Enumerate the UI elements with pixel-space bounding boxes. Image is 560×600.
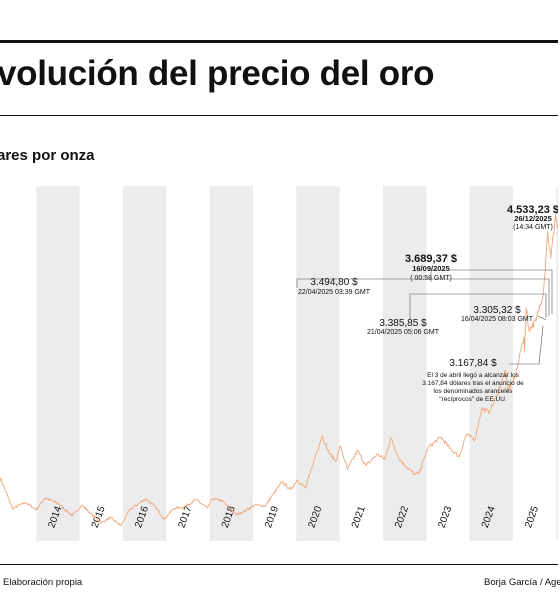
year-band — [36, 186, 80, 541]
year-band — [556, 186, 558, 541]
annotation-apr21-date: 21/04/2025 05:06 GMT — [367, 329, 440, 336]
annotation-max-time: (14:34 GMT) — [513, 224, 553, 231]
year-band — [122, 186, 167, 541]
chart-title: volución del precio del oro — [0, 54, 435, 93]
annotation-apr22-date: 22/04/2025 03:39 GMT — [298, 289, 371, 296]
annotation-apr3-note-line: los denominados aranceles — [433, 388, 513, 395]
year-band — [469, 186, 514, 541]
annotation-apr3-note-line: El 3 de abril llegó a alcanzar los — [427, 372, 520, 379]
x-tick-label: 2021 — [350, 504, 368, 529]
annotation-max: 4.533,23 $ 26/12/2025 (14:34 GMT) — [507, 204, 558, 231]
annotation-max-date: 26/12/2025 — [514, 214, 552, 223]
title-rule — [0, 115, 558, 116]
x-tick-label: 2025 — [523, 504, 541, 529]
annotation-sept-value: 3.689,37 $ — [405, 253, 457, 265]
annotation-apr3: 3.167,84 $ El 3 de abril llegó a alcanza… — [422, 358, 524, 403]
leader-line-apr3 — [509, 325, 544, 365]
gold-price-line — [0, 214, 558, 527]
annotation-apr3-note-line: 3.167,84 dólares tras el anuncio de — [422, 380, 524, 387]
year-band — [382, 186, 427, 541]
source-credit: Elaboración propia — [3, 577, 83, 588]
top-rule — [0, 40, 558, 43]
leader-line-sept — [430, 269, 553, 314]
leader-line-apr16 — [537, 315, 547, 321]
author-credit: Borja García / Agen — [484, 577, 560, 588]
annotation-apr3-value: 3.167,84 $ — [449, 358, 497, 369]
leader-line-apr21 — [409, 293, 547, 320]
annotation-apr22-value: 3.494,80 $ — [310, 277, 358, 288]
x-tick-label: 2023 — [436, 504, 454, 529]
annotation-apr16-date: 16/04/2025 08:03 GMT — [461, 316, 534, 323]
gold-price-chart: 2014 2015 2016 2017 2018 2019 2020 2021 2022 2023… — [0, 186, 558, 541]
x-tick-label: 2015 — [90, 504, 108, 529]
annotation-apr3-note-line: "recíprocos" de EE.UU. — [439, 396, 507, 403]
annotation-apr21: 3.385,85 $ 21/04/2025 05:06 GMT — [367, 318, 440, 336]
year-band — [296, 186, 340, 541]
x-tick-label: 2019 — [263, 504, 281, 529]
footer-rule — [0, 564, 558, 565]
annotation-max-value: 4.533,23 $ — [507, 204, 558, 216]
annotation-apr16-value: 3.305,32 $ — [473, 305, 521, 316]
leader-line-apr22 — [296, 278, 550, 316]
chart-subtitle: ares por onza — [0, 147, 95, 164]
annotation-apr22: 3.494,80 $ 22/04/2025 03:39 GMT — [298, 277, 371, 296]
annotation-apr16: 3.305,32 $ 16/04/2025 08:03 GMT — [461, 305, 534, 323]
year-band — [209, 186, 253, 541]
annotation-sept-date: 16/09/2025 — [412, 264, 450, 273]
annotation-apr21-value: 3.385,85 $ — [379, 318, 427, 329]
